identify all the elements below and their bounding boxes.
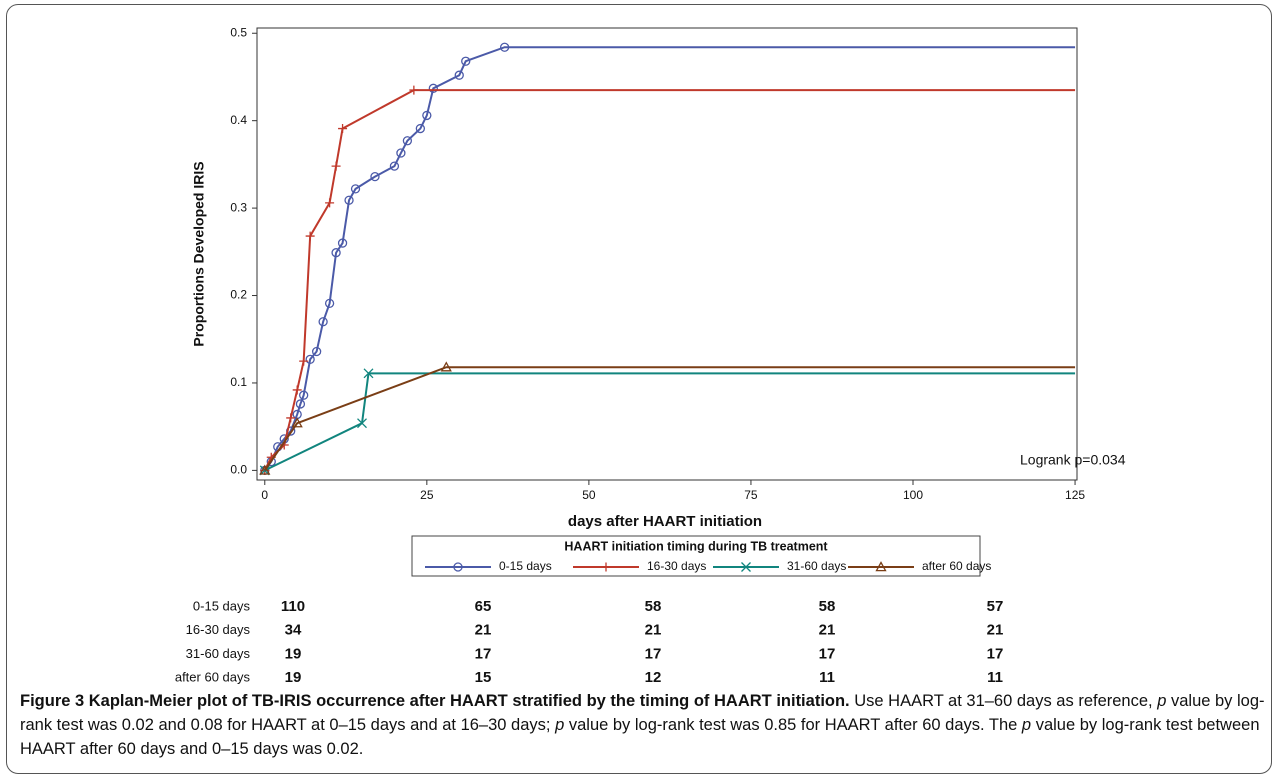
data-point [363,368,374,379]
risk-row-label: after 60 days [175,670,251,685]
x-axis-label: days after HAART initiation [568,513,762,530]
risk-count: 65 [475,598,492,615]
data-point [292,385,302,395]
risk-count: 17 [475,645,492,662]
figure-frame [6,4,1272,774]
data-point [461,56,471,66]
legend-label: 31-60 days [787,559,846,573]
data-point [415,123,426,134]
risk-count: 17 [645,645,662,662]
data-point [440,361,452,372]
legend-marker [875,561,887,572]
data-point [337,238,348,248]
series-line [264,372,1076,472]
risk-count: 21 [475,622,492,639]
series-line [263,89,1076,471]
plot-frame [256,27,1078,481]
risk-count: 11 [987,669,1003,685]
y-tick-label: 0.0 [230,463,247,477]
data-point [305,354,315,365]
data-point [331,248,341,258]
data-point [422,110,432,121]
risk-count: 58 [645,598,662,615]
data-point [295,399,306,409]
y-tick-label: 0.5 [230,25,247,39]
data-point [331,161,341,171]
data-point [389,161,400,171]
x-tick-label: 0 [261,488,268,502]
data-point [402,136,413,146]
risk-row-label: 16-30 days [186,622,251,637]
y-axis-label: Proportions Developed IRIS [191,161,207,346]
data-point [454,70,464,80]
data-point [299,356,309,366]
data-point [344,195,354,205]
y-tick-label: 0.1 [230,375,247,389]
data-point [499,42,510,52]
data-point [396,148,406,158]
caption: Figure 3 Kaplan-Meier plot of TB-IRIS oc… [20,689,1265,761]
data-point [324,298,335,309]
annotation: Logrank p=0.034 [1020,452,1126,468]
legend-label: after 60 days [922,559,991,573]
legend-marker [741,562,751,572]
data-point [409,85,419,95]
chart: Logrank p=0.034 days after HAART initiat… [175,25,1126,685]
risk-count: 15 [475,669,492,685]
legend-label: 16-30 days [647,559,706,573]
data-point [311,346,322,357]
caption-text: p [1021,716,1032,734]
y-tick-label: 0.3 [230,200,247,214]
x-tick-label: 25 [420,488,434,502]
x-tick-label: 75 [744,488,758,502]
legend-label: 0-15 days [499,559,552,573]
data-point [299,390,309,400]
data-point [357,418,367,429]
risk-count: 110 [281,598,305,615]
legend-marker [601,562,611,572]
risk-count: 17 [819,645,836,662]
y-tick-label: 0.4 [230,113,247,127]
caption-text: value by log-rank test was 0.85 for HAAR… [564,716,1022,734]
data-point [305,231,315,241]
x-tick-label: 100 [903,488,923,502]
risk-count: 57 [987,598,1004,615]
risk-count: 34 [285,622,302,639]
risk-count: 58 [819,598,836,615]
caption-text: value by log-rank test between HAART aft… [20,716,1260,758]
risk-count: 11 [819,669,835,685]
y-tick-label: 0.2 [230,288,247,302]
data-point [338,124,348,134]
data-point [291,417,303,428]
data-point [370,171,380,182]
risk-row-label: 31-60 days [186,646,251,661]
x-tick-label: 125 [1065,488,1085,502]
risk-count: 12 [645,669,662,685]
data-point [428,83,438,93]
risk-count: 21 [819,622,836,639]
data-point [325,198,335,208]
caption-text: Use HAART at 31–60 days as reference, [849,692,1158,710]
risk-count: 17 [987,645,1004,662]
data-point [350,184,361,194]
series-line [263,366,1076,471]
risk-count: 21 [645,622,662,639]
legend-marker [453,562,463,572]
data-point [259,464,271,475]
risk-count: 19 [285,645,302,662]
risk-count: 21 [987,622,1004,639]
risk-count: 19 [285,669,302,685]
data-point [286,413,296,423]
legend-title: HAART initiation timing during TB treatm… [564,539,828,553]
caption-text: p [555,716,565,734]
caption-title: Figure 3 Kaplan-Meier plot of TB-IRIS oc… [20,692,850,710]
x-tick-label: 50 [582,488,596,502]
caption-text: p [1157,692,1167,710]
risk-row-label: 0-15 days [193,598,251,613]
series-line [263,46,1076,471]
caption-text: value by log-rank test was 0.02 and 0.08… [20,692,1265,734]
data-point [318,317,328,327]
